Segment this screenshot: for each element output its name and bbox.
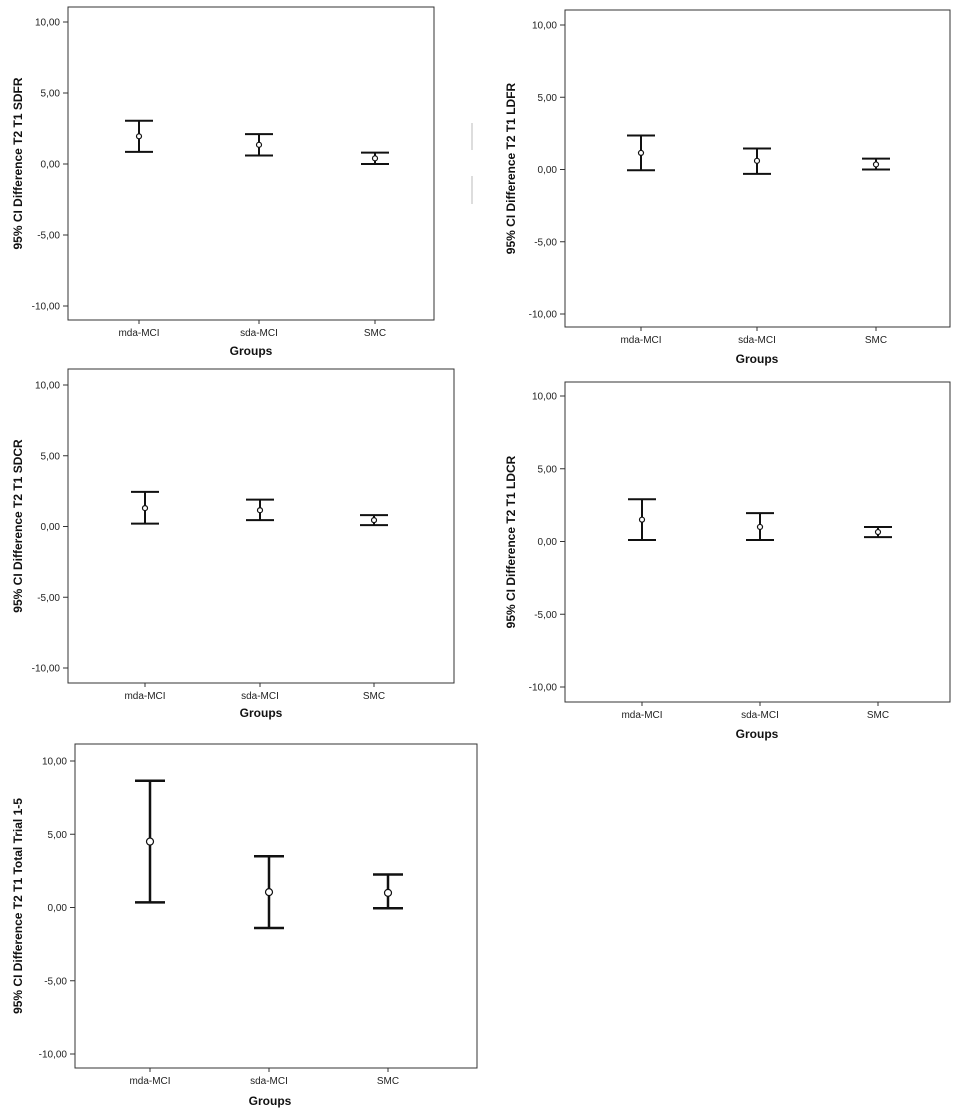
x-tick-label: mda-MCI — [621, 710, 662, 721]
mean-point — [264, 888, 274, 897]
x-tick-label: SMC — [363, 691, 385, 702]
mean-point — [756, 523, 764, 531]
y-tick-label: -5,00 — [37, 231, 60, 242]
mean-point — [135, 133, 143, 140]
x-axis-title: Groups — [249, 1094, 292, 1108]
y-tick-label: 0,00 — [41, 522, 61, 533]
mean-point — [753, 157, 761, 164]
x-tick-label: mda-MCI — [620, 335, 661, 346]
mean-point — [141, 505, 149, 512]
mean-point — [371, 155, 379, 162]
mean-point — [638, 516, 646, 523]
mean-point — [145, 837, 155, 846]
x-axis-title: Groups — [230, 344, 273, 358]
plot-frame — [67, 368, 455, 684]
mean-point — [370, 517, 378, 524]
mean-point — [256, 507, 264, 514]
y-tick-label: 10,00 — [42, 757, 67, 768]
y-axis-title: 95% CI Difference T2 T1 Total Trial 1-5 — [11, 798, 25, 1014]
x-axis-title: Groups — [736, 727, 779, 741]
y-tick-label: 10,00 — [532, 21, 557, 32]
x-tick-label: mda-MCI — [129, 1076, 170, 1087]
y-axis-title: 95% CI Difference T2 T1 SDCR — [11, 439, 25, 613]
y-tick-label: -10,00 — [32, 664, 61, 675]
x-tick-label: sda-MCI — [738, 335, 776, 346]
chart-panel-ldcr: 95% CI Difference T2 T1 LDCR Groups 10,0… — [504, 381, 951, 741]
x-axis-title: Groups — [240, 706, 283, 720]
y-tick-label: 0,00 — [41, 160, 61, 171]
mean-point — [874, 528, 882, 536]
x-tick-label: SMC — [364, 328, 386, 339]
x-tick-label: SMC — [377, 1076, 399, 1087]
y-tick-label: 5,00 — [538, 464, 558, 475]
x-tick-label: sda-MCI — [741, 710, 779, 721]
y-tick-label: 5,00 — [41, 451, 61, 462]
plot-frame — [74, 743, 478, 1069]
mean-point — [255, 141, 263, 148]
y-tick-label: 0,00 — [538, 537, 558, 548]
y-tick-label: -5,00 — [534, 237, 557, 248]
x-tick-label: SMC — [867, 710, 889, 721]
y-tick-label: 5,00 — [41, 89, 61, 100]
y-tick-label: 10,00 — [35, 381, 60, 392]
x-tick-label: sda-MCI — [240, 328, 278, 339]
plot-frame — [564, 381, 951, 703]
y-tick-label: -5,00 — [534, 610, 557, 621]
x-tick-label: mda-MCI — [118, 328, 159, 339]
y-tick-label: 5,00 — [538, 93, 558, 104]
mean-point — [637, 149, 645, 156]
mean-point — [383, 888, 393, 897]
x-tick-label: sda-MCI — [250, 1076, 288, 1087]
y-tick-label: -5,00 — [37, 593, 60, 604]
y-tick-label: 10,00 — [35, 18, 60, 29]
y-tick-label: -10,00 — [39, 1050, 68, 1061]
x-tick-label: mda-MCI — [124, 691, 165, 702]
y-axis-title: 95% CI Difference T2 T1 SDFR — [11, 77, 25, 249]
y-tick-label: 5,00 — [48, 830, 68, 841]
chart-panel-ldfr: 95% CI Difference T2 T1 LDFR Groups 10,0… — [504, 9, 951, 366]
x-tick-label: sda-MCI — [241, 691, 279, 702]
chart-panel-total-trial: 95% CI Difference T2 T1 Total Trial 1-5 … — [11, 743, 478, 1108]
y-tick-label: 0,00 — [538, 165, 558, 176]
y-axis-title: 95% CI Difference T2 T1 LDCR — [504, 455, 518, 628]
y-axis-title: 95% CI Difference T2 T1 LDFR — [504, 82, 518, 254]
chart-panel-sdfr: 95% CI Difference T2 T1 SDFR Groups 10,0… — [11, 6, 435, 358]
chart-panel-sdcr: 95% CI Difference T2 T1 SDCR Groups 10,0… — [11, 368, 455, 720]
y-tick-label: -5,00 — [44, 976, 67, 987]
y-tick-label: -10,00 — [529, 310, 558, 321]
y-tick-label: -10,00 — [529, 683, 558, 694]
mean-point — [872, 161, 880, 168]
y-tick-label: 0,00 — [48, 903, 68, 914]
y-tick-label: -10,00 — [32, 302, 61, 313]
x-axis-title: Groups — [736, 352, 779, 366]
x-tick-label: SMC — [865, 335, 887, 346]
y-tick-label: 10,00 — [532, 392, 557, 403]
